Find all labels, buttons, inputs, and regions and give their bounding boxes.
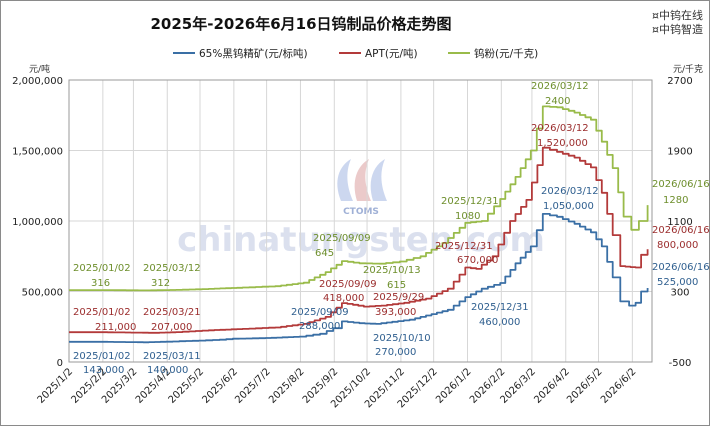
left-axis-unit: 元/吨 <box>29 63 50 75</box>
data-label: 800,000 <box>657 240 698 251</box>
data-label: 1,050,000 <box>543 201 594 212</box>
data-label: 2025/10/13 <box>363 265 421 276</box>
watermark-logo-shape <box>354 159 371 201</box>
data-label: 2025/01/02 <box>73 263 131 274</box>
data-label: 2025/03/11 <box>143 351 201 362</box>
data-label: 2026/06/16 <box>652 179 709 190</box>
left-tick-label: 1,500,000 <box>12 147 63 158</box>
right-tick-label: 2700 <box>667 76 692 87</box>
series-line-2 <box>69 105 649 292</box>
legend-label-2: 钨粉(元/千克) <box>474 47 538 60</box>
right-tick-label: -500 <box>669 358 692 369</box>
x-tick-label: 2026/6/2 <box>599 366 639 406</box>
data-label: 207,000 <box>151 322 192 333</box>
legend-label-1: APT(元/吨) <box>365 47 418 60</box>
data-label: 1280 <box>663 195 688 206</box>
x-tick-label: 2025/1/2 <box>36 366 76 406</box>
data-label: 1080 <box>455 211 480 222</box>
x-tick-label: 2025/7/2 <box>233 366 273 406</box>
data-label: 2025/01/02 <box>73 307 131 318</box>
data-label: 615 <box>387 280 406 291</box>
right-axis-unit: 元/千克 <box>673 64 703 75</box>
left-tick-label: 500,000 <box>22 288 63 299</box>
x-tick-label: 2026/5/2 <box>565 366 605 406</box>
data-label: 2025/09/09 <box>313 233 371 244</box>
data-label: 288,000 <box>299 321 340 332</box>
data-label: 2025/03/12 <box>143 263 201 274</box>
data-label: 645 <box>315 248 334 259</box>
data-label: 418,000 <box>323 293 364 304</box>
right-tick-label: 300 <box>670 288 689 299</box>
data-label: 2026/03/12 <box>531 81 589 92</box>
watermark-logo-text: CTOMS <box>343 207 379 217</box>
data-label: 670,000 <box>457 255 498 266</box>
data-label: 143,000 <box>83 365 124 376</box>
data-label: 316 <box>91 278 110 289</box>
watermark-logo-shape <box>337 159 353 201</box>
data-label: 270,000 <box>375 347 416 358</box>
data-label: 2400 <box>545 96 570 107</box>
x-tick-label: 2026/1/2 <box>434 366 474 406</box>
right-tick-label: 1100 <box>667 217 692 228</box>
data-label: 2025/12/31 <box>435 241 493 252</box>
brand-line-2: ¤中钨智造 <box>652 23 703 36</box>
chart-title: 2025年-2026年6月16日钨制品价格走势图 <box>150 15 451 33</box>
data-label: 393,000 <box>375 307 416 318</box>
left-tick-label: 2,000,000 <box>12 76 63 87</box>
data-label: 2025/01/02 <box>73 351 131 362</box>
watermark-logo-shape <box>370 159 387 201</box>
brand-block: ¤中钨在线 ¤中钨智造 <box>652 9 703 37</box>
data-label: 2025/09/09 <box>319 279 377 290</box>
data-label: 2025/9/29 <box>373 292 424 303</box>
data-label: 2025/09/09 <box>291 307 349 318</box>
watermark-text: chinatungsten.com <box>177 220 545 260</box>
data-label: 2026/06/16 <box>652 225 709 236</box>
data-label: 211,000 <box>95 322 136 333</box>
left-tick-label: 0 <box>57 358 63 369</box>
data-label: 2025/12/31 <box>471 302 529 313</box>
data-label: 140,000 <box>147 365 188 376</box>
right-tick-label: 1900 <box>667 147 692 158</box>
data-label: 2025/03/21 <box>143 307 201 318</box>
data-label: 2026/03/12 <box>531 123 589 134</box>
x-tick-label: 2025/8/2 <box>267 366 307 406</box>
brand-line-1: ¤中钨在线 <box>652 9 703 22</box>
series-line-0 <box>69 213 649 344</box>
series-line-1 <box>69 146 649 334</box>
left-tick-label: 1,000,000 <box>12 217 63 228</box>
data-label: 460,000 <box>479 317 520 328</box>
data-label: 2026/06/16 <box>652 262 709 273</box>
plot-border <box>68 79 653 363</box>
data-label: 1,520,000 <box>537 138 588 149</box>
data-label: 2025/12/31 <box>441 196 499 207</box>
data-label: 2026/03/12 <box>541 186 599 197</box>
legend-label-0: 65%黑钨精矿(元/标吨) <box>199 47 308 60</box>
data-label: 2025/10/10 <box>373 333 431 344</box>
data-label: 312 <box>151 278 170 289</box>
data-label: 525,000 <box>657 277 698 288</box>
